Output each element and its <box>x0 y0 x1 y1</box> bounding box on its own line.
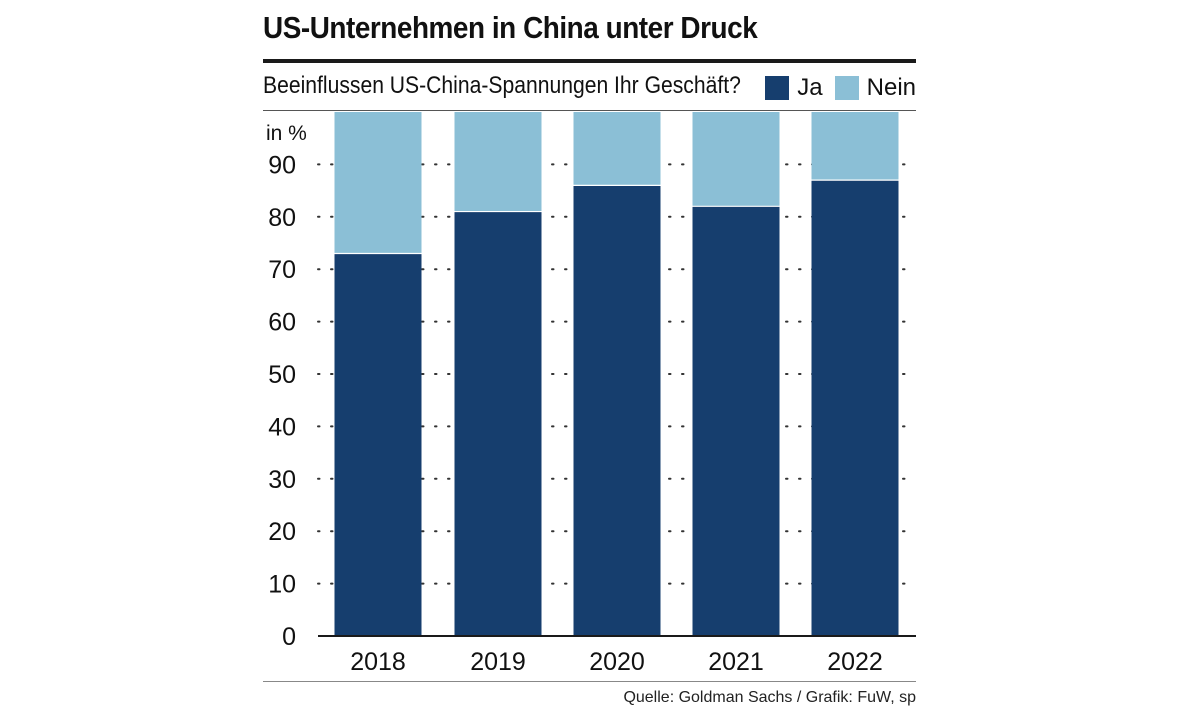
y-tick-label-90: 90 <box>268 151 296 179</box>
bar-ja-2020 <box>573 185 661 637</box>
legend: Ja Nein <box>753 72 916 104</box>
bar-nein-2019 <box>454 112 542 212</box>
bar-ja-2021 <box>692 206 780 636</box>
title-rule <box>263 59 916 63</box>
y-tick-label-60: 60 <box>268 309 296 337</box>
source-note: Quelle: Goldman Sachs / Grafik: FuW, sp <box>623 689 916 706</box>
y-tick-label-0: 0 <box>282 623 296 651</box>
bar-nein-2022 <box>811 112 899 181</box>
legend-item-nein: Nein <box>834 74 916 102</box>
y-tick-label-50: 50 <box>268 361 296 389</box>
subtitle-rule <box>263 110 916 111</box>
legend-swatch-ja <box>765 76 790 100</box>
legend-item-ja: Ja <box>765 74 823 102</box>
source-rule <box>263 681 916 682</box>
bar-nein-2021 <box>692 112 780 207</box>
y-tick-label-30: 30 <box>268 466 296 494</box>
x-tick-label-2019: 2019 <box>470 648 526 676</box>
x-tick-label-2018: 2018 <box>350 648 406 676</box>
y-tick-label-80: 80 <box>268 204 296 232</box>
y-axis-label: in % <box>266 122 307 145</box>
y-tick-label-20: 20 <box>268 518 296 546</box>
bar-nein-2020 <box>573 112 661 186</box>
legend-label-ja: Ja <box>797 74 823 101</box>
legend-swatch-nein <box>834 76 859 100</box>
y-tick-label-40: 40 <box>268 413 296 441</box>
legend-label-nein: Nein <box>866 74 916 101</box>
x-tick-label-2020: 2020 <box>589 648 645 676</box>
chart-title: US-Unternehmen in China unter Druck <box>263 10 758 45</box>
bar-ja-2019 <box>454 211 542 636</box>
bar-ja-2022 <box>811 180 899 636</box>
y-tick-label-70: 70 <box>268 256 296 284</box>
x-tick-label-2022: 2022 <box>827 648 883 676</box>
x-tick-label-2021: 2021 <box>708 648 764 676</box>
chart-subtitle: Beeinflussen US-China-Spannungen Ihr Ges… <box>263 72 741 99</box>
bar-nein-2018 <box>334 112 422 254</box>
y-tick-label-10: 10 <box>268 571 296 599</box>
bar-ja-2018 <box>334 253 422 637</box>
